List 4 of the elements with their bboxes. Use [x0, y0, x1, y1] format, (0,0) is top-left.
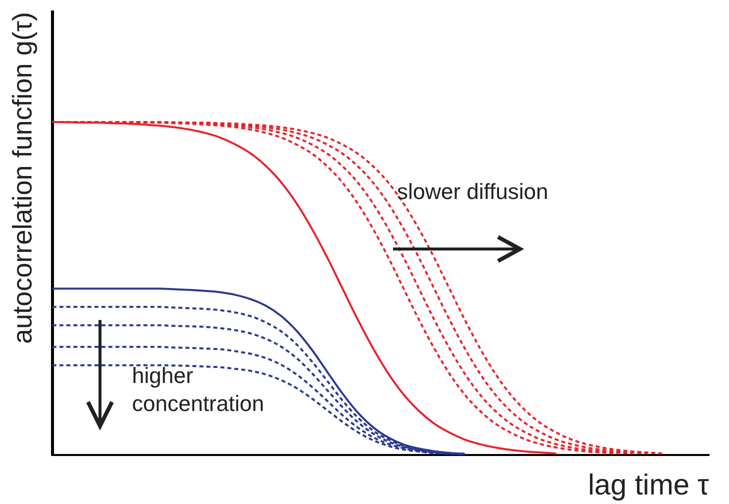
x-axis-title: lag time τ — [588, 470, 710, 502]
annotation: higher concentration — [132, 362, 266, 418]
y-axis-title: autocorrelation funcfion g(τ) — [8, 12, 38, 344]
annotation: slower diffusion — [397, 178, 550, 206]
